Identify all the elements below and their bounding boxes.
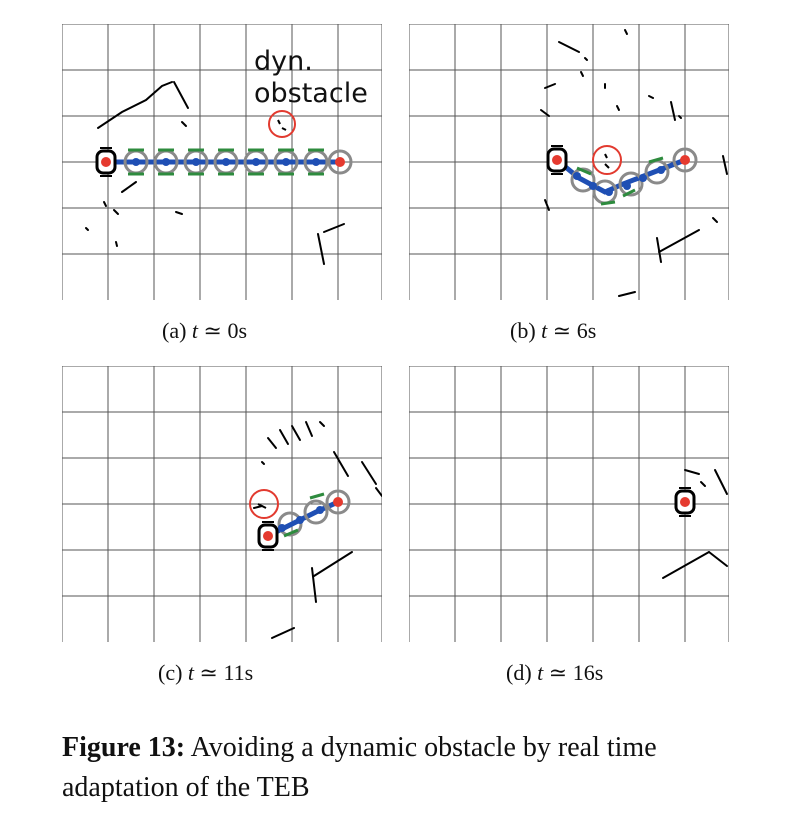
time-unit: s — [594, 660, 604, 685]
poses — [277, 489, 351, 537]
time-symbol: t — [191, 318, 199, 343]
grid — [409, 366, 729, 642]
approx-symbol: ≃ — [548, 660, 568, 685]
trajectory-points — [278, 506, 324, 532]
approx-symbol: ≃ — [199, 660, 218, 685]
time-value: 11 — [223, 660, 245, 685]
robot-start — [257, 521, 279, 551]
approx-symbol: ≃ — [203, 318, 222, 343]
robot-start — [546, 145, 568, 175]
panel-d — [409, 366, 729, 642]
dynamic-obstacle — [249, 489, 279, 519]
poses — [570, 147, 698, 205]
grid — [62, 366, 382, 642]
obstacle-annotation: dyn. obstacle — [254, 46, 368, 110]
velocity-arrows — [128, 148, 324, 176]
time-value: 16 — [572, 660, 595, 685]
goal-point — [335, 157, 345, 167]
laser-scan — [253, 421, 382, 639]
robot-final — [674, 487, 696, 517]
panel-a: dyn. obstacle — [62, 24, 382, 300]
figure-caption: Figure 13: Avoiding a dynamic obstacle b… — [62, 728, 762, 808]
goal-point — [333, 497, 343, 507]
time-symbol: t — [537, 660, 544, 685]
panel-a-map — [62, 24, 382, 300]
robot-start — [95, 147, 117, 177]
velocity-arrows — [576, 156, 664, 206]
panel-c-map — [62, 366, 382, 642]
time-value: 6 — [576, 318, 588, 343]
dynamic-obstacle — [268, 110, 296, 138]
panel-b — [409, 24, 729, 300]
panel-d-map — [409, 366, 729, 642]
figure-caption-text: Avoiding a dynamic obstacle by real time… — [62, 732, 657, 803]
trajectory-points — [573, 166, 665, 196]
approx-symbol: ≃ — [552, 318, 572, 343]
time-unit: s — [238, 318, 248, 343]
panel-label: (d) — [506, 660, 532, 685]
sub-caption-d: (d) t ≃ 16s — [506, 660, 603, 686]
time-unit: s — [587, 318, 597, 343]
sub-caption-a: (a) t ≃ 0s — [162, 318, 247, 344]
time-symbol: t — [187, 660, 195, 685]
sub-caption-b: (b) t ≃ 6s — [510, 318, 596, 344]
panel-c — [62, 366, 382, 642]
grid — [409, 24, 729, 300]
laser-scan — [85, 81, 345, 265]
time-unit: s — [244, 660, 254, 685]
laser-scan — [662, 469, 728, 579]
dynamic-obstacle — [592, 145, 622, 175]
annotation-line-1: dyn. — [254, 46, 313, 77]
panel-b-map — [409, 24, 729, 300]
laser-scan — [540, 29, 728, 297]
figure-label: Figure 13: — [62, 732, 186, 763]
velocity-arrows — [283, 492, 325, 538]
goal-point — [680, 155, 690, 165]
sub-caption-c: (c) t ≃ 11s — [158, 660, 253, 686]
time-symbol: t — [541, 318, 548, 343]
panel-label: (a) — [162, 318, 187, 343]
time-value: 0 — [227, 318, 239, 343]
panel-label: (b) — [510, 318, 536, 343]
annotation-line-2: obstacle — [254, 78, 368, 109]
panel-label: (c) — [158, 660, 183, 685]
trajectory-points — [132, 158, 320, 166]
